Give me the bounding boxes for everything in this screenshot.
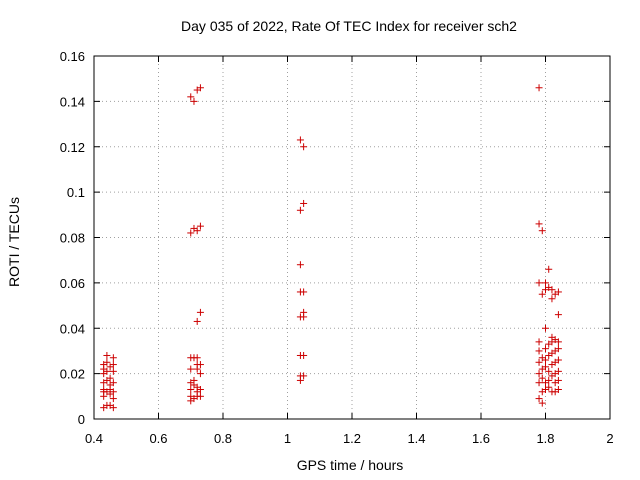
x-tick-label: 0.6 xyxy=(149,431,167,446)
y-tick-label: 0.08 xyxy=(60,231,85,246)
y-tick-label: 0.04 xyxy=(60,321,85,336)
data-point xyxy=(300,372,308,380)
data-point xyxy=(554,386,562,394)
data-point xyxy=(538,399,546,407)
x-tick-label: 0.4 xyxy=(85,431,103,446)
data-point xyxy=(542,324,549,332)
data-point xyxy=(554,338,562,346)
data-point xyxy=(542,363,549,371)
data-point xyxy=(538,227,546,235)
y-tick-label: 0.1 xyxy=(67,185,85,200)
x-tick-label: 2 xyxy=(606,431,613,446)
data-point xyxy=(296,261,304,269)
data-point xyxy=(535,338,543,346)
y-tick-label: 0 xyxy=(78,412,85,427)
data-point xyxy=(300,199,308,207)
data-point xyxy=(296,136,304,144)
y-tick-label: 0.02 xyxy=(60,367,85,382)
data-point xyxy=(109,388,117,396)
data-point xyxy=(545,376,553,384)
y-tick-label: 0.14 xyxy=(60,94,85,109)
data-points xyxy=(100,84,562,412)
data-point xyxy=(535,84,543,92)
data-point xyxy=(545,367,553,375)
data-point xyxy=(103,367,111,375)
data-point xyxy=(196,386,204,394)
data-point xyxy=(545,383,553,391)
data-point xyxy=(187,93,195,101)
chart-title: Day 035 of 2022, Rate Of TEC Index for r… xyxy=(181,18,517,34)
data-point xyxy=(535,347,543,355)
y-axis-label: ROTI / TECUs xyxy=(6,197,22,287)
data-point xyxy=(193,354,201,362)
data-point xyxy=(554,367,562,375)
data-point xyxy=(548,295,556,303)
data-point xyxy=(187,365,195,373)
data-point xyxy=(196,308,204,316)
data-point xyxy=(193,227,201,235)
data-point xyxy=(542,279,549,287)
data-point xyxy=(106,374,114,382)
data-point xyxy=(554,288,562,296)
data-point xyxy=(296,206,304,214)
data-point xyxy=(300,351,308,359)
data-point xyxy=(187,229,195,237)
x-tick-label: 1.2 xyxy=(343,431,361,446)
data-point xyxy=(554,356,562,364)
data-point xyxy=(554,345,562,353)
data-point xyxy=(538,290,546,298)
data-point xyxy=(109,354,117,362)
axis-ticks: 0.4 0.6 0.8 1 1.2 1.4 1.6 1.8 2 0 0.02 0.04 0.06 0.08… xyxy=(60,49,614,446)
data-point xyxy=(196,392,204,400)
data-point xyxy=(554,376,562,384)
x-tick-label: 1.8 xyxy=(536,431,554,446)
data-point xyxy=(542,345,549,353)
data-point xyxy=(300,308,308,316)
data-point xyxy=(554,311,562,319)
data-point xyxy=(300,143,308,151)
data-point xyxy=(538,374,546,382)
data-point xyxy=(187,386,195,394)
data-point xyxy=(109,361,117,369)
data-point xyxy=(109,367,117,375)
data-point xyxy=(545,265,553,273)
data-point xyxy=(109,404,117,412)
data-point xyxy=(196,361,204,369)
x-tick-label: 0.8 xyxy=(214,431,232,446)
data-point xyxy=(193,317,201,325)
data-point xyxy=(109,395,117,403)
data-point xyxy=(535,279,543,287)
y-tick-label: 0.12 xyxy=(60,140,85,155)
data-point xyxy=(109,379,117,387)
data-point xyxy=(548,286,556,294)
x-tick-label: 1 xyxy=(284,431,291,446)
data-point xyxy=(535,395,543,403)
data-point xyxy=(190,376,198,384)
data-point xyxy=(542,356,549,364)
x-tick-label: 1.4 xyxy=(407,431,425,446)
y-tick-label: 0.06 xyxy=(60,276,85,291)
data-point xyxy=(535,220,543,228)
data-point xyxy=(190,97,198,105)
data-point xyxy=(196,222,204,230)
grid-lines xyxy=(94,56,610,419)
data-point xyxy=(103,351,111,359)
data-point xyxy=(196,370,204,378)
data-point xyxy=(196,84,204,92)
data-point xyxy=(535,379,543,387)
x-axis-label: GPS time / hours xyxy=(297,457,404,473)
data-point xyxy=(103,358,111,366)
y-tick-label: 0.16 xyxy=(60,49,85,64)
data-point xyxy=(300,288,308,296)
x-tick-label: 1.6 xyxy=(472,431,490,446)
data-point xyxy=(535,370,543,378)
data-point xyxy=(535,358,543,366)
